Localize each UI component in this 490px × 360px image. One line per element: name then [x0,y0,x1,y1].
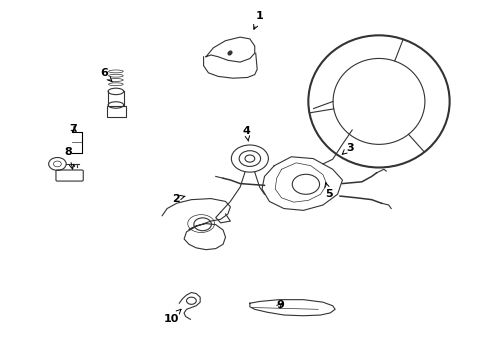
Text: 5: 5 [325,183,333,199]
Text: 3: 3 [343,143,354,154]
Text: 1: 1 [254,12,264,29]
Text: 7: 7 [70,124,77,134]
Text: 4: 4 [243,126,250,141]
Text: 10: 10 [163,309,181,324]
Text: 6: 6 [100,68,112,82]
Text: 8: 8 [65,147,74,169]
Text: 9: 9 [276,300,284,310]
Text: 2: 2 [172,194,185,203]
